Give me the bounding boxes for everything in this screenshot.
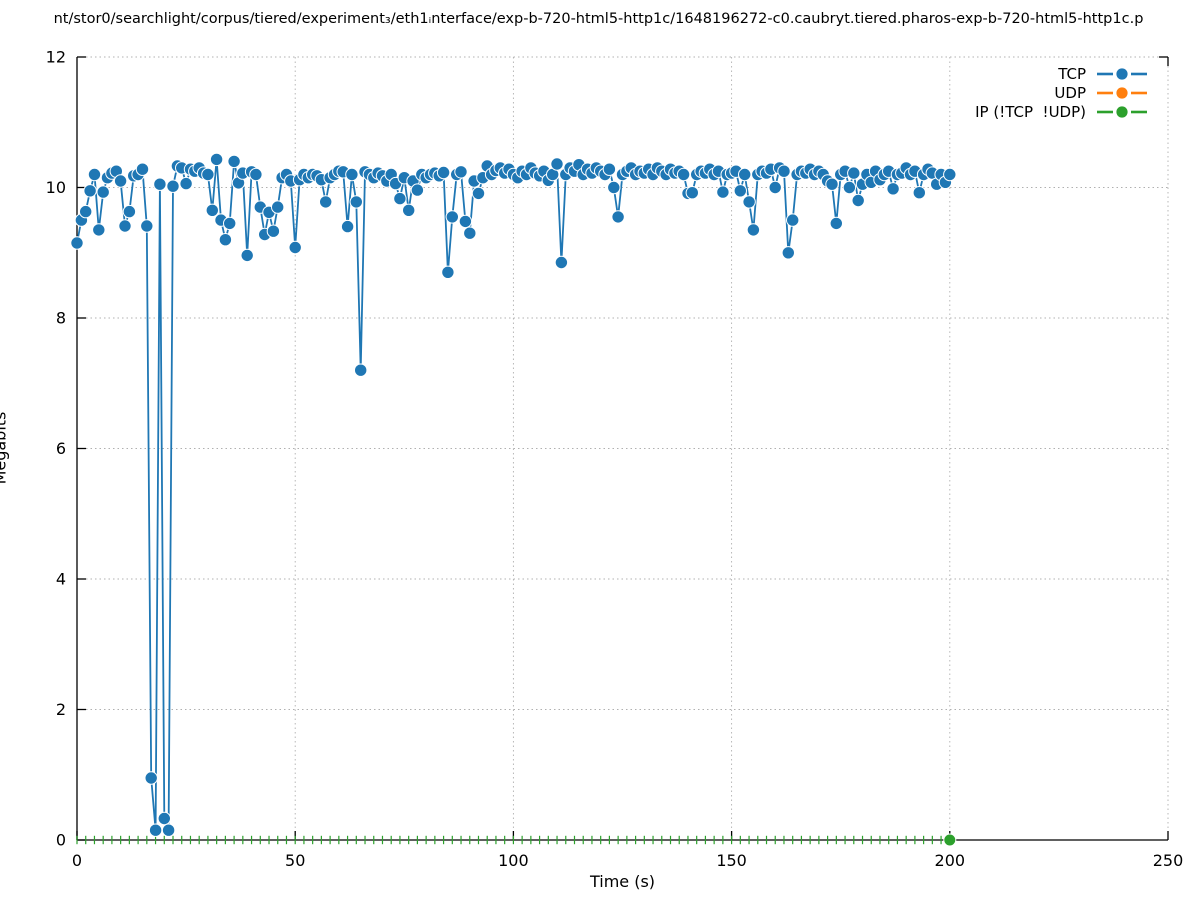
svg-text:200: 200 [935,851,966,870]
x-axis-label: Time (s) [589,872,656,891]
svg-text:12: 12 [46,48,66,67]
svg-text:8: 8 [56,309,66,328]
legend-label-tcp: TCP [1057,65,1086,83]
svg-text:10: 10 [46,178,66,197]
svg-text:0: 0 [56,831,66,850]
tick-labels: 0 2 4 6 8 10 12 0 50 100 150 200 250 [46,48,1184,871]
svg-text:50: 50 [285,851,305,870]
legend: TCP UDP IP (!TCP !UDP) [975,65,1147,121]
gridlines [77,56,1169,840]
svg-text:0: 0 [72,851,82,870]
svg-text:6: 6 [56,439,66,458]
legend-label-ip: IP (!TCP !UDP) [975,103,1086,121]
legend-label-udp: UDP [1054,84,1086,102]
legend-swatches [1097,68,1147,118]
svg-text:100: 100 [498,851,529,870]
data-series [70,152,957,847]
svg-text:250: 250 [1153,851,1184,870]
svg-text:4: 4 [56,570,66,589]
svg-text:2: 2 [56,700,66,719]
svg-text:150: 150 [716,851,747,870]
chart-title: nt/stor0/searchlight/corpus/tiered/exper… [53,11,1144,27]
